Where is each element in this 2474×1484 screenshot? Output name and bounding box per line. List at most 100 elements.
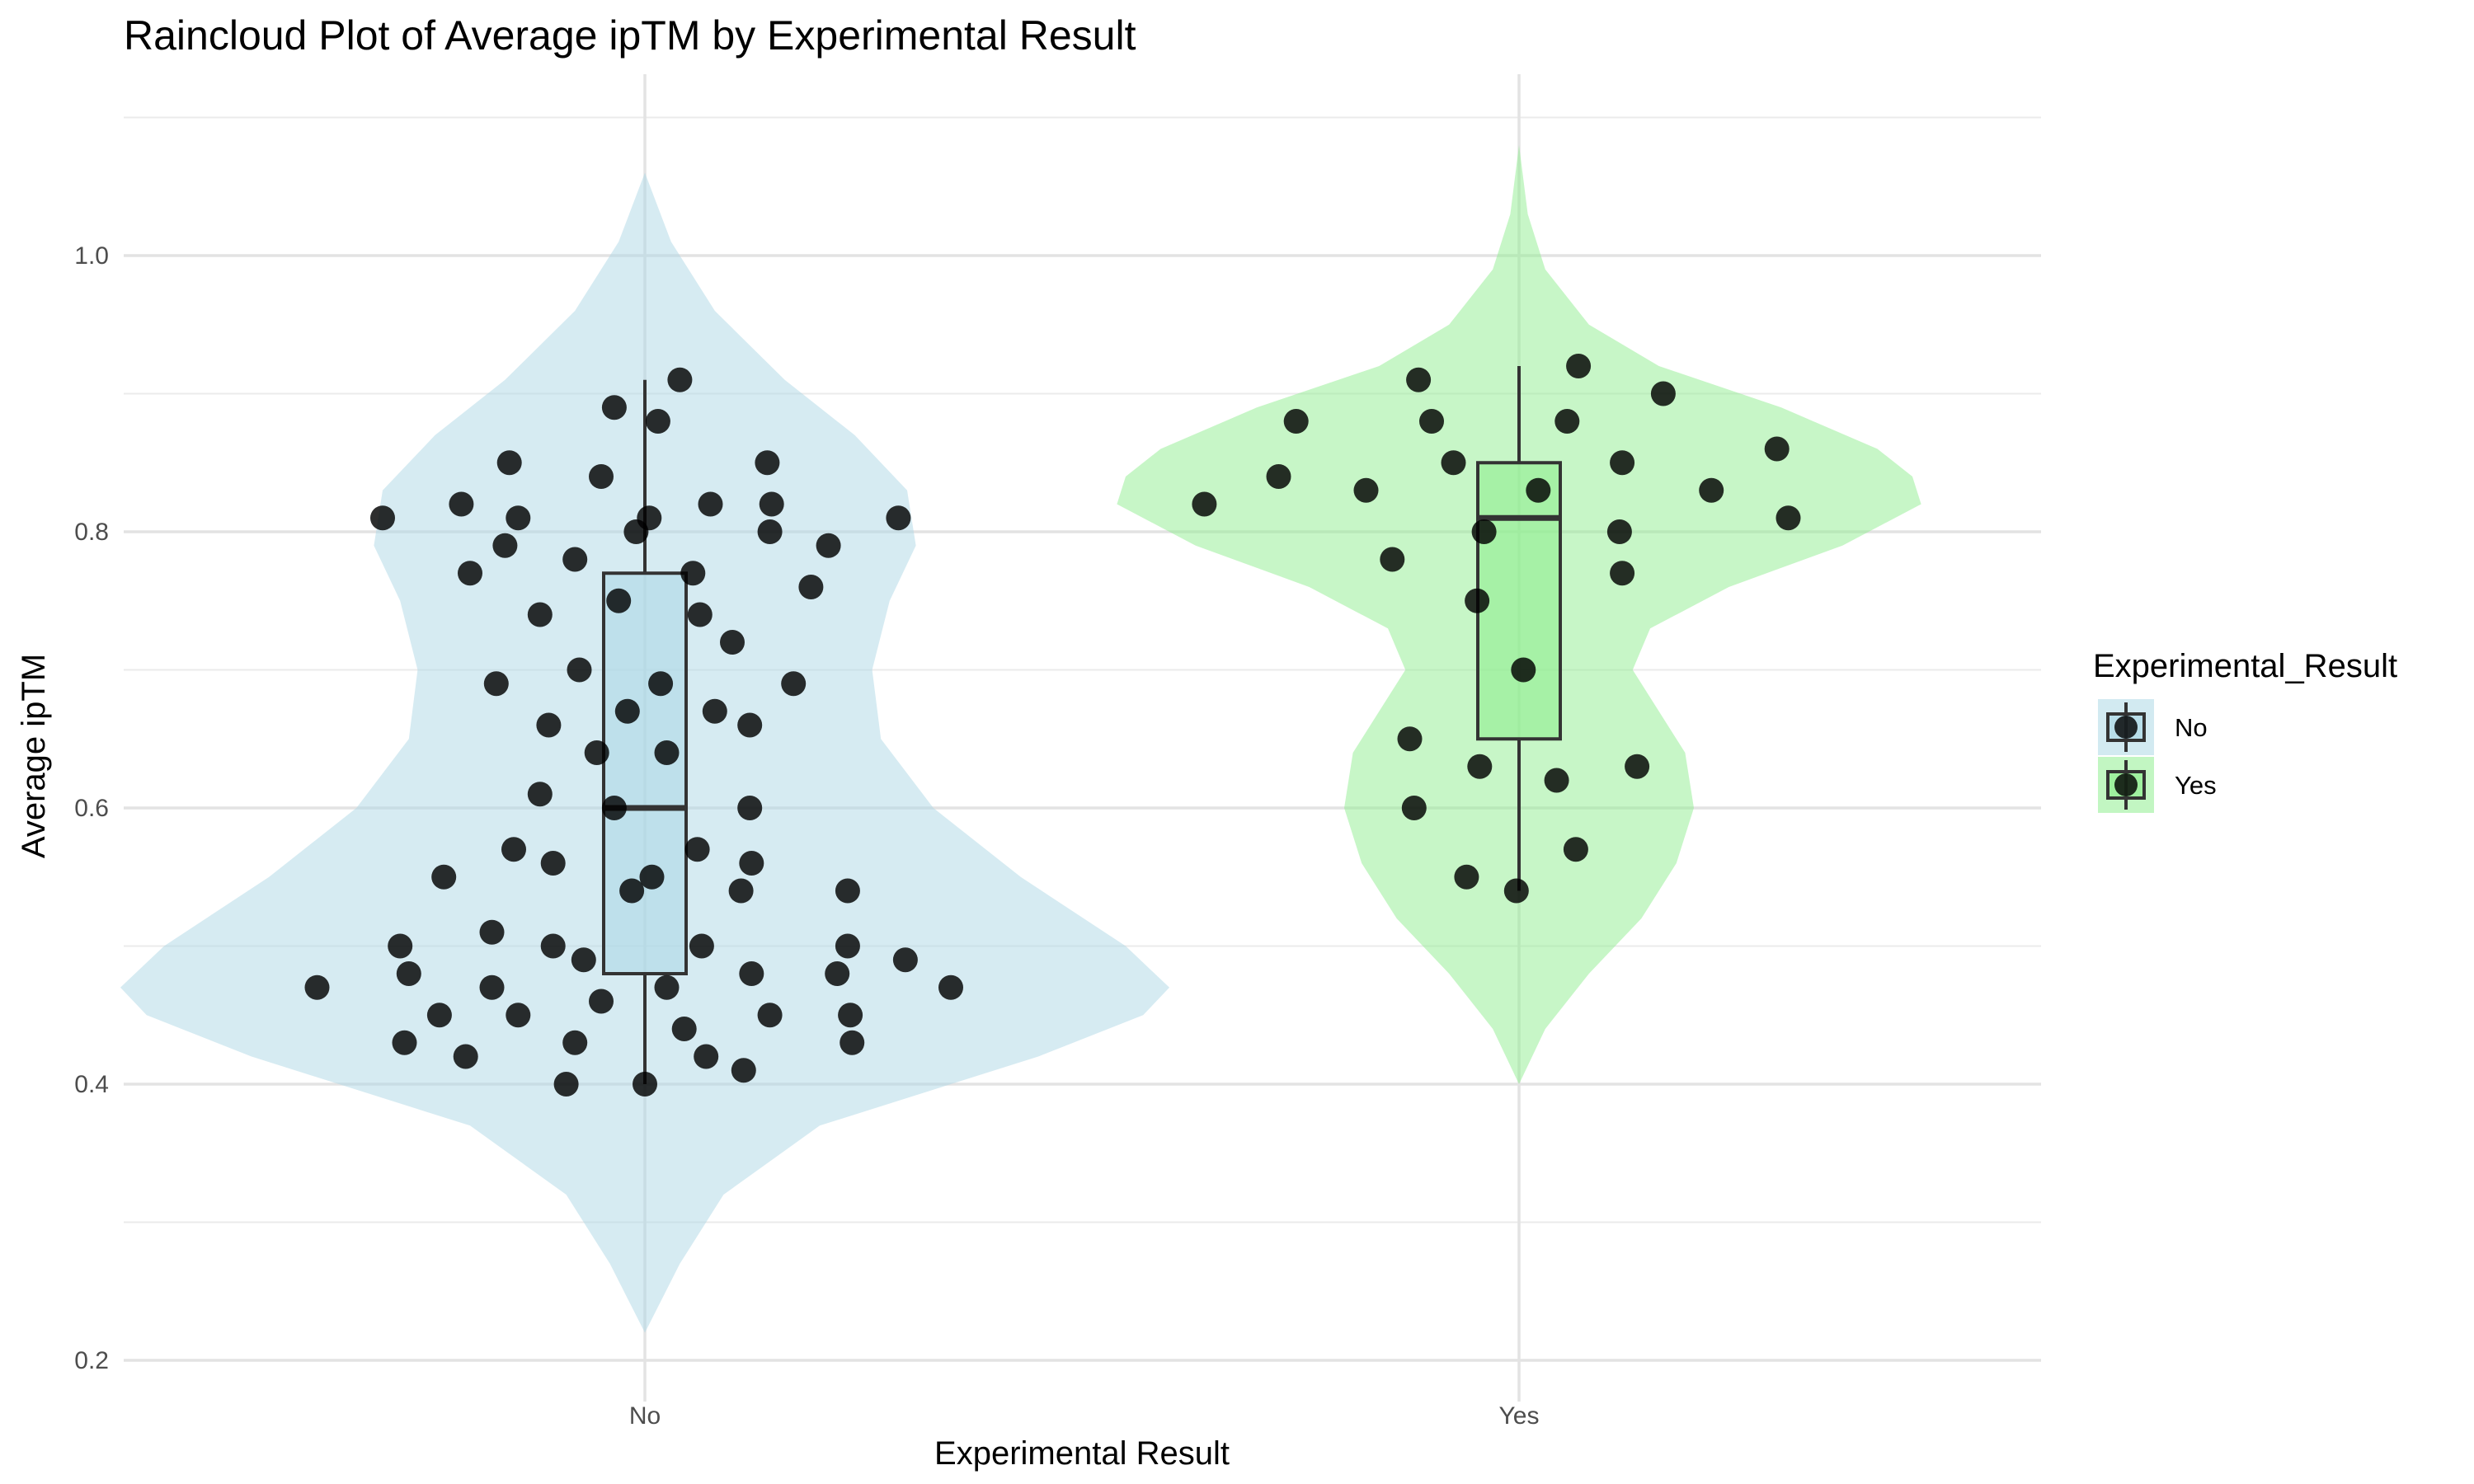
data-point bbox=[1467, 754, 1493, 779]
data-point bbox=[501, 837, 526, 862]
data-point bbox=[720, 630, 745, 655]
data-point bbox=[614, 698, 640, 724]
data-point bbox=[1776, 505, 1801, 531]
data-point bbox=[1353, 477, 1379, 503]
data-point bbox=[798, 575, 824, 599]
chart-title: Raincloud Plot of Average ipTM by Experi… bbox=[124, 12, 1136, 59]
data-point bbox=[737, 796, 763, 820]
data-point bbox=[1566, 354, 1592, 378]
legend-key-point bbox=[2114, 716, 2138, 739]
data-point bbox=[1419, 409, 1444, 434]
data-point bbox=[1283, 409, 1309, 434]
data-point bbox=[567, 657, 592, 683]
x-axis-title: Experimental Result bbox=[934, 1435, 1230, 1472]
data-point bbox=[506, 1003, 531, 1028]
data-point bbox=[589, 989, 614, 1014]
y-tick-label: 0.8 bbox=[74, 519, 109, 546]
legend-label-yes: Yes bbox=[2175, 771, 2217, 800]
data-point bbox=[835, 878, 860, 904]
data-point bbox=[1764, 436, 1790, 462]
y-tick-labels: 0.2 0.4 0.6 0.8 1.0 bbox=[74, 242, 109, 1374]
data-point bbox=[483, 671, 509, 697]
data-point bbox=[479, 919, 505, 945]
data-point bbox=[694, 1044, 719, 1069]
data-point bbox=[739, 851, 764, 876]
data-point bbox=[1610, 450, 1635, 476]
data-point bbox=[1625, 754, 1650, 779]
data-point bbox=[689, 933, 714, 959]
data-point bbox=[639, 864, 665, 890]
data-point bbox=[431, 864, 457, 890]
data-point bbox=[1471, 519, 1497, 544]
data-point bbox=[648, 671, 674, 697]
data-point bbox=[536, 712, 562, 738]
data-point bbox=[1401, 796, 1427, 820]
data-point bbox=[1563, 837, 1588, 862]
violin-layer bbox=[120, 145, 1921, 1333]
data-point bbox=[606, 588, 632, 613]
data-point bbox=[1606, 519, 1632, 544]
data-point bbox=[492, 533, 518, 558]
y-tick-label: 0.6 bbox=[74, 795, 109, 822]
data-point bbox=[1610, 561, 1635, 586]
data-point bbox=[1503, 878, 1529, 904]
data-point bbox=[671, 1017, 697, 1041]
data-point bbox=[571, 947, 596, 973]
data-point bbox=[601, 395, 627, 420]
data-point bbox=[840, 1030, 865, 1055]
data-point bbox=[654, 974, 680, 1000]
data-point bbox=[654, 740, 680, 765]
data-point bbox=[449, 491, 474, 517]
y-tick-label: 0.4 bbox=[74, 1071, 109, 1098]
data-point bbox=[304, 974, 330, 1000]
x-tick-label: Yes bbox=[1499, 1402, 1540, 1430]
data-point bbox=[392, 1030, 417, 1055]
data-point bbox=[825, 961, 850, 986]
data-point bbox=[1454, 864, 1479, 890]
data-point bbox=[1699, 477, 1724, 503]
data-point bbox=[1511, 657, 1536, 683]
data-point bbox=[702, 698, 727, 724]
data-point bbox=[453, 1044, 478, 1069]
data-point bbox=[562, 1030, 588, 1055]
data-point bbox=[1526, 477, 1551, 503]
data-point bbox=[816, 533, 841, 558]
data-point bbox=[1650, 381, 1676, 406]
data-point bbox=[388, 933, 413, 959]
boxplot-layer bbox=[602, 366, 1562, 1084]
legend: Experimental_Result No Yes bbox=[2093, 648, 2397, 813]
data-point bbox=[755, 450, 780, 476]
data-point bbox=[1554, 409, 1580, 434]
data-point bbox=[1192, 491, 1217, 517]
box-no bbox=[602, 571, 688, 975]
data-point bbox=[527, 782, 553, 807]
x-tick-labels: No Yes bbox=[629, 1402, 1540, 1430]
data-point bbox=[458, 561, 482, 586]
data-point bbox=[496, 450, 522, 476]
data-point bbox=[426, 1003, 452, 1028]
data-point bbox=[584, 740, 609, 765]
legend-label-no: No bbox=[2175, 713, 2208, 742]
data-point bbox=[781, 671, 807, 697]
data-point bbox=[633, 1072, 657, 1097]
data-point bbox=[396, 961, 421, 986]
data-point bbox=[540, 851, 566, 876]
data-point bbox=[835, 933, 860, 959]
data-point bbox=[759, 491, 784, 517]
data-point bbox=[1465, 588, 1490, 613]
data-point bbox=[506, 505, 531, 531]
data-point bbox=[645, 409, 670, 434]
y-tick-label: 1.0 bbox=[74, 242, 109, 270]
data-point bbox=[680, 561, 706, 586]
data-point bbox=[757, 1003, 783, 1028]
data-point bbox=[838, 1003, 863, 1028]
data-point bbox=[553, 1072, 579, 1097]
box-yes bbox=[1476, 461, 1562, 741]
jitter-points-layer bbox=[304, 354, 1801, 1097]
legend-title: Experimental_Result bbox=[2093, 648, 2397, 684]
data-point bbox=[938, 974, 963, 1000]
data-point bbox=[687, 602, 713, 627]
data-point bbox=[667, 367, 693, 392]
data-point bbox=[1380, 547, 1405, 572]
data-point bbox=[562, 547, 588, 572]
